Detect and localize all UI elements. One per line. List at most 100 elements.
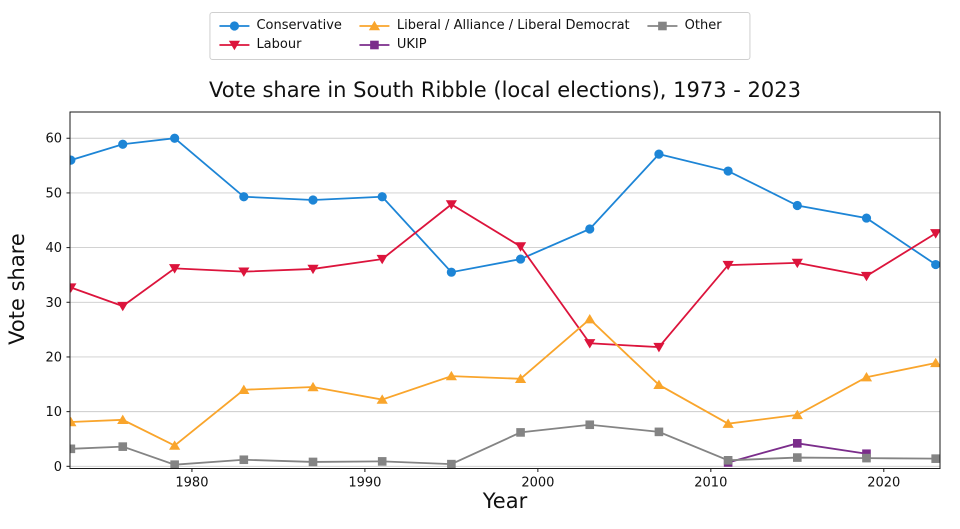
data-point-liberal-alliance-liberal-democrat [307,381,319,392]
data-point-conservative [308,195,318,205]
legend-column: Conservative Labour [218,18,342,53]
legend-label-ukip: UKIP [396,37,427,52]
x-tick-label-2000: 2000 [521,476,554,491]
data-point-liberal-alliance-liberal-democrat [860,371,873,382]
data-point-labour [70,283,77,293]
data-point-liberal-alliance-liberal-democrat [514,373,527,384]
legend-entry-conservative: Conservative [218,18,342,34]
series-ukip [723,439,871,467]
data-point-other [723,455,733,465]
data-point-labour [169,264,181,274]
data-point-other [447,459,456,469]
data-point-labour [307,264,319,275]
x-tick-label-2010: 2010 [694,476,727,491]
x-axis-label: Year [482,489,528,513]
series-conservative [70,133,940,277]
y-axis-label: Vote share [5,233,29,345]
data-point-labour [445,200,457,210]
y-tick-label-60: 60 [45,132,62,147]
data-point-conservative [118,139,128,149]
data-point-other [308,457,318,467]
data-point-liberal-alliance-liberal-democrat [791,409,803,420]
data-point-liberal-alliance-liberal-democrat [445,370,457,381]
data-point-labour [791,258,803,269]
data-point-ukip [862,449,871,459]
data-point-conservative [239,192,249,202]
data-point-other [377,457,387,466]
series-labour [70,200,940,353]
data-point-conservative [585,224,595,234]
liberal-alliance-liberal-democrat-legend-marker-icon [359,20,390,31]
x-tick-label-1980: 1980 [175,476,208,491]
data-point-conservative [515,254,526,264]
data-point-liberal-alliance-liberal-democrat [238,384,250,394]
data-point-conservative [446,267,456,277]
data-point-labour [376,254,388,265]
data-point-labour [514,242,527,252]
chart-title: Vote share in South Ribble (local electi… [209,78,801,102]
plot-border [69,111,941,469]
legend-label-conservative: Conservative [256,18,342,33]
data-point-other [516,428,525,437]
ukip-legend-glyph [370,40,380,50]
y-tick-label-50: 50 [45,186,62,201]
legend-column: Other [647,18,722,34]
y-tick-label-0: 0 [54,460,62,475]
data-point-other [654,427,664,437]
data-point-liberal-alliance-liberal-democrat [930,357,940,368]
data-point-conservative [792,200,802,211]
data-point-labour [117,301,129,312]
conservative-legend-glyph [229,21,240,31]
series-line-conservative [70,137,937,274]
data-point-liberal-alliance-liberal-democrat [376,394,388,404]
liberal-alliance-liberal-democrat-legend-glyph [369,20,381,31]
y-tick-label-10: 10 [45,405,62,420]
data-point-liberal-alliance-liberal-democrat [169,440,181,450]
data-point-labour [584,339,596,349]
legend-entry-liberal-alliance-liberal-democrat: Liberal / Alliance / Liberal Democrat [359,18,630,34]
data-point-labour [653,342,665,353]
data-point-conservative [861,213,872,223]
series-line-other [70,423,936,466]
data-point-labour [860,271,873,282]
legend-column: Liberal / Alliance / Liberal Democrat UKI… [359,18,630,53]
data-point-conservative [654,149,664,159]
data-point-other [793,453,802,462]
data-point-other [118,442,128,451]
data-point-labour [238,267,250,277]
other-legend-marker-icon [647,21,678,31]
legend-label-liberal-alliance-liberal-democrat: Liberal / Alliance / Liberal Democrat [396,18,630,33]
x-tick-label-1990: 1990 [348,476,381,491]
y-tick-label-40: 40 [45,241,62,256]
data-point-other [585,420,595,430]
data-point-liberal-alliance-liberal-democrat [117,414,129,425]
legend-entry-ukip: UKIP [359,37,630,53]
chart-legend: Conservative Labour Liberal / Alliance / L… [209,12,751,60]
data-point-conservative [170,133,180,143]
series-line-labour [70,203,937,349]
legend-entry-other: Other [647,18,722,34]
data-point-liberal-alliance-liberal-democrat [722,418,734,428]
y-tick-label-30: 30 [45,296,62,311]
legend-label-other: Other [684,18,722,33]
conservative-legend-marker-icon [219,21,250,31]
data-point-other [239,455,249,465]
legend-entry-labour: Labour [218,37,341,53]
other-legend-glyph [658,21,667,31]
data-point-other [70,444,76,454]
x-tick-label-2020: 2020 [867,476,900,491]
data-point-conservative [931,259,940,270]
data-point-other [862,453,871,463]
series-other [70,420,940,469]
ukip-legend-marker-icon [359,40,390,50]
labour-legend-glyph [228,40,241,51]
data-point-ukip [793,439,802,448]
data-point-liberal-alliance-liberal-democrat [653,379,665,390]
data-point-liberal-alliance-liberal-democrat [584,314,596,324]
data-point-conservative [377,192,387,202]
series-liberal-alliance-liberal-democrat [70,314,940,450]
data-point-liberal-alliance-liberal-democrat [70,416,77,427]
data-point-conservative [70,155,76,165]
